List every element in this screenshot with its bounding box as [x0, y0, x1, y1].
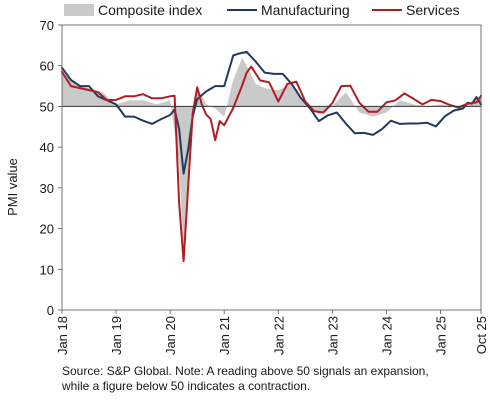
- legend-label-manufacturing: Manufacturing: [261, 2, 350, 18]
- y-tick-label: 70: [40, 18, 54, 33]
- x-tick-label: Jan 21: [217, 316, 232, 355]
- x-tick-label: Oct 25: [474, 316, 489, 354]
- y-tick-label: 30: [40, 181, 54, 196]
- y-tick-label: 0: [47, 303, 54, 318]
- figure-note-line-1: Source: S&P Global. Note: A reading abov…: [62, 364, 429, 378]
- y-tick-label: 60: [40, 59, 54, 74]
- plot-frame: [61, 24, 482, 311]
- x-tick-label: Jan 25: [433, 316, 448, 355]
- legend-swatch-composite-index: [64, 4, 94, 16]
- x-tick-label: Jan 19: [109, 316, 124, 355]
- x-tick-label: Jan 22: [271, 316, 286, 355]
- x-tick-label: Jan 18: [55, 316, 70, 355]
- plot-area: [61, 24, 482, 311]
- y-axis: 0 10 20 30 40 50 60 70: [40, 18, 62, 318]
- x-tick-label: Jan 20: [163, 316, 178, 355]
- series-composite-index-area: [62, 57, 481, 255]
- y-axis-title: PMI value: [5, 158, 20, 216]
- y-tick-label: 50: [40, 99, 54, 114]
- series-manufacturing-line: [61, 50, 482, 175]
- legend-label-services: Services: [406, 2, 460, 18]
- figure-note: Source: S&P Global. Note: A reading abov…: [62, 364, 486, 394]
- y-tick-label: 40: [40, 140, 54, 155]
- y-tick-label: 20: [40, 222, 54, 237]
- chart-legend: Composite index Manufacturing Services: [64, 2, 460, 18]
- x-tick-label: Jan 24: [379, 316, 394, 355]
- figure-note-line-2: while a figure below 50 indicates a cont…: [62, 379, 311, 393]
- y-tick-label: 10: [40, 262, 54, 277]
- y-axis-title-group: PMI value: [5, 158, 20, 216]
- x-axis: Jan 18 Jan 19 Jan 20 Jan 21 Jan 22 Jan 23 Jan …: [55, 310, 489, 355]
- series-services-line: [61, 65, 482, 263]
- legend-label-composite-index: Composite index: [98, 2, 202, 18]
- x-tick-label: Jan 23: [325, 316, 340, 355]
